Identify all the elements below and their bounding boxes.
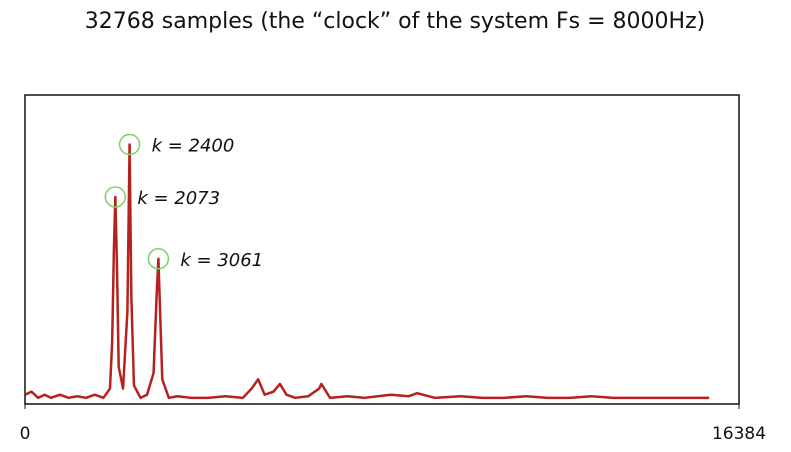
peak-marker xyxy=(118,133,141,156)
spectrum-line xyxy=(24,143,710,400)
x-tick-label: 0 xyxy=(20,424,31,444)
chart-title: 32768 samples (the “clock” of the system… xyxy=(85,9,705,34)
x-tick-label: 16384 xyxy=(712,424,766,444)
annotation: k = 3061 xyxy=(180,250,263,271)
peak-marker xyxy=(104,186,127,208)
plot-frame xyxy=(24,94,740,405)
peak-marker xyxy=(147,248,170,270)
annotation: k = 2073 xyxy=(137,188,220,209)
annotation: k = 2400 xyxy=(152,135,235,156)
